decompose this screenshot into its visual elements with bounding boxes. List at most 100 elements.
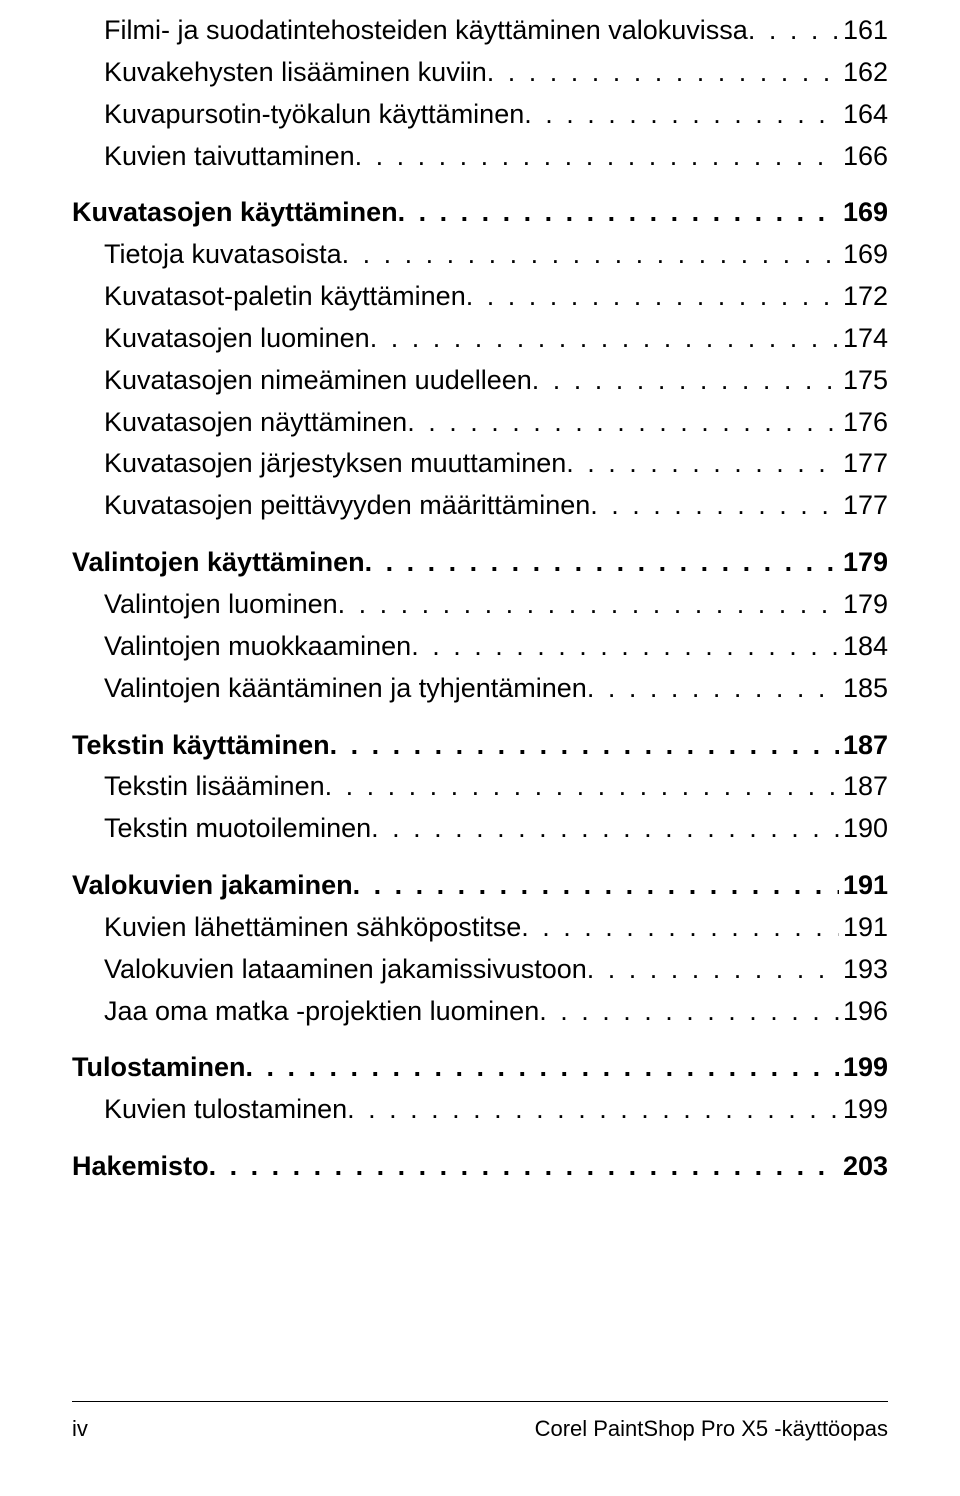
- toc-entry-page: 199: [839, 1047, 888, 1089]
- toc-entry-page: 161: [839, 10, 888, 52]
- toc-leader-dots: [566, 443, 839, 485]
- toc-entry-label: Filmi- ja suodatintehosteiden käyttämine…: [104, 10, 748, 52]
- toc-entry: Filmi- ja suodatintehosteiden käyttämine…: [104, 10, 888, 52]
- toc-entry-page: 169: [839, 192, 888, 234]
- toc-leader-dots: [209, 1146, 839, 1188]
- toc-entry-label: Kuvatasojen nimeäminen uudelleen: [104, 360, 532, 402]
- toc-entry: Hakemisto203: [72, 1146, 888, 1188]
- toc-entry-page: 196: [839, 991, 888, 1033]
- toc-entry-page: 169: [839, 234, 888, 276]
- toc-leader-dots: [338, 584, 839, 626]
- toc-entry-label: Tulostaminen: [72, 1047, 246, 1089]
- toc-entry-page: 187: [839, 766, 888, 808]
- toc-entry: Tekstin muotoileminen 190: [104, 808, 888, 850]
- toc-entry: Valintojen käyttäminen 179: [72, 542, 888, 584]
- toc-entry-page: 190: [839, 808, 888, 850]
- toc-entry: Kuvapursotin-työkalun käyttäminen 164: [104, 94, 888, 136]
- toc-entry-label: Kuvatasojen järjestyksen muuttaminen: [104, 443, 566, 485]
- toc-leader-dots: [246, 1047, 839, 1089]
- toc-entry: Valintojen luominen 179: [104, 584, 888, 626]
- toc-entry-label: Valintojen muokkaaminen: [104, 626, 411, 668]
- toc-entry: Valokuvien lataaminen jakamissivustoon19…: [104, 949, 888, 991]
- toc-leader-dots: [370, 318, 839, 360]
- toc-entry-label: Valokuvien jakaminen: [72, 865, 353, 907]
- page-footer: iv Corel PaintShop Pro X5 -käyttöopas: [72, 1401, 888, 1442]
- toc-entry: Kuvakehysten lisääminen kuviin 162: [104, 52, 888, 94]
- toc-entry-label: Tekstin lisääminen: [104, 766, 325, 808]
- toc-entry-page: 175: [839, 360, 888, 402]
- toc-entry: Kuvatasot-paletin käyttäminen172: [104, 276, 888, 318]
- toc-entry-page: 176: [839, 402, 888, 444]
- toc-leader-dots: [398, 192, 839, 234]
- toc-leader-dots: [524, 94, 839, 136]
- toc-entry-label: Kuvien taivuttaminen: [104, 136, 355, 178]
- table-of-contents: Filmi- ja suodatintehosteiden käyttämine…: [72, 10, 888, 1188]
- toc-entry-label: Kuvatasojen peittävyyden määrittäminen: [104, 485, 590, 527]
- toc-entry-label: Valintojen luominen: [104, 584, 338, 626]
- toc-leader-dots: [587, 949, 839, 991]
- toc-entry-page: 203: [839, 1146, 888, 1188]
- toc-entry-label: Kuvien tulostaminen: [104, 1089, 347, 1131]
- toc-entry: Kuvien taivuttaminen 166: [104, 136, 888, 178]
- toc-entry-page: 185: [839, 668, 888, 710]
- toc-entry-page: 179: [839, 542, 888, 584]
- toc-entry-label: Kuvatasojen luominen: [104, 318, 370, 360]
- toc-leader-dots: [521, 907, 839, 949]
- toc-entry: Tekstin käyttäminen 187: [72, 725, 888, 767]
- toc-entry-label: Kuvien lähettäminen sähköpostitse: [104, 907, 521, 949]
- toc-entry: Tietoja kuvatasoista 169: [104, 234, 888, 276]
- toc-entry-label: Tekstin muotoileminen: [104, 808, 371, 850]
- toc-leader-dots: [365, 542, 839, 584]
- toc-entry: Kuvatasojen luominen 174: [104, 318, 888, 360]
- toc-entry-page: 174: [839, 318, 888, 360]
- toc-leader-dots: [487, 52, 839, 94]
- toc-entry-page: 199: [839, 1089, 888, 1131]
- toc-leader-dots: [411, 626, 839, 668]
- toc-entry: Valintojen muokkaaminen 184: [104, 626, 888, 668]
- toc-leader-dots: [748, 10, 839, 52]
- toc-entry: Tulostaminen 199: [72, 1047, 888, 1089]
- toc-entry: Kuvien tulostaminen 199: [104, 1089, 888, 1131]
- toc-leader-dots: [590, 485, 839, 527]
- toc-entry: Kuvatasojen näyttäminen 176: [104, 402, 888, 444]
- toc-entry-label: Tekstin käyttäminen: [72, 725, 330, 767]
- toc-entry-label: Jaa oma matka -projektien luominen: [104, 991, 539, 1033]
- toc-entry-page: 193: [839, 949, 888, 991]
- toc-entry-label: Kuvatasot-paletin käyttäminen: [104, 276, 466, 318]
- toc-leader-dots: [342, 234, 839, 276]
- toc-entry-label: Kuvatasojen näyttäminen: [104, 402, 407, 444]
- toc-entry-page: 187: [839, 725, 888, 767]
- toc-leader-dots: [371, 808, 839, 850]
- toc-leader-dots: [355, 136, 839, 178]
- toc-entry-page: 164: [839, 94, 888, 136]
- toc-entry-page: 191: [839, 865, 888, 907]
- toc-leader-dots: [466, 276, 839, 318]
- toc-entry: Kuvatasojen järjestyksen muuttaminen 177: [104, 443, 888, 485]
- toc-entry: Jaa oma matka -projektien luominen 196: [104, 991, 888, 1033]
- toc-entry-page: 177: [839, 443, 888, 485]
- toc-leader-dots: [330, 725, 839, 767]
- toc-entry-label: Kuvapursotin-työkalun käyttäminen: [104, 94, 524, 136]
- toc-entry-page: 166: [839, 136, 888, 178]
- toc-leader-dots: [539, 991, 839, 1033]
- toc-leader-dots: [407, 402, 839, 444]
- toc-entry-page: 162: [839, 52, 888, 94]
- toc-entry-page: 177: [839, 485, 888, 527]
- toc-entry: Tekstin lisääminen 187: [104, 766, 888, 808]
- toc-entry-label: Kuvakehysten lisääminen kuviin: [104, 52, 487, 94]
- toc-entry-label: Kuvatasojen käyttäminen: [72, 192, 398, 234]
- toc-leader-dots: [325, 766, 839, 808]
- toc-entry-page: 179: [839, 584, 888, 626]
- toc-entry: Kuvien lähettäminen sähköpostitse 191: [104, 907, 888, 949]
- toc-entry-page: 184: [839, 626, 888, 668]
- footer-page-number: iv: [72, 1416, 88, 1442]
- toc-leader-dots: [587, 668, 839, 710]
- toc-leader-dots: [353, 865, 839, 907]
- toc-entry-page: 191: [839, 907, 888, 949]
- toc-entry-label: Tietoja kuvatasoista: [104, 234, 342, 276]
- footer-book-title: Corel PaintShop Pro X5 -käyttöopas: [535, 1416, 888, 1442]
- toc-entry-label: Valintojen käyttäminen: [72, 542, 365, 584]
- toc-entry-label: Valintojen kääntäminen ja tyhjentäminen: [104, 668, 587, 710]
- toc-entry: Valokuvien jakaminen 191: [72, 865, 888, 907]
- toc-leader-dots: [347, 1089, 839, 1131]
